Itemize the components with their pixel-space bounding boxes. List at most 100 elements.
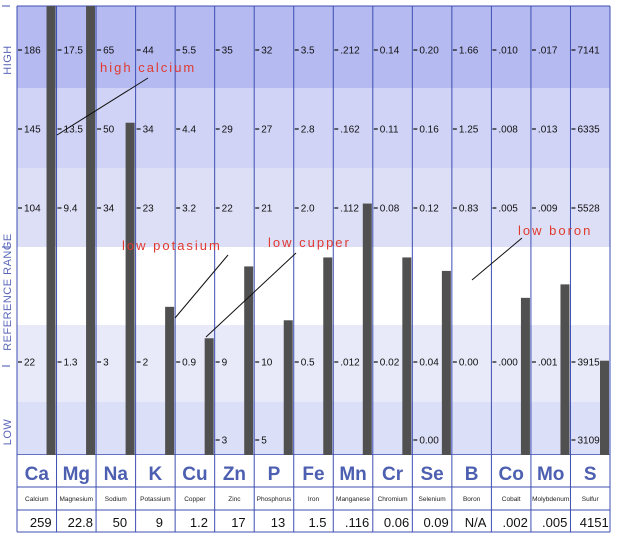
element-symbol: Na bbox=[104, 464, 129, 485]
tick-label: .010 bbox=[498, 46, 518, 57]
band-1 bbox=[17, 88, 610, 168]
tick-label: 3 bbox=[103, 358, 109, 369]
element-symbol: B bbox=[465, 464, 479, 485]
element-name: Sodium bbox=[105, 496, 127, 503]
annotation-line bbox=[56, 77, 149, 136]
tick-label: 3 bbox=[222, 436, 228, 447]
bar-cu bbox=[204, 338, 214, 455]
tick-label: .112 bbox=[340, 204, 359, 215]
element-value: .116 bbox=[345, 515, 369, 530]
bar-ca bbox=[46, 6, 56, 455]
tick-label: 34 bbox=[143, 125, 155, 136]
side-label-low: LOW bbox=[2, 419, 14, 446]
bar-fe bbox=[323, 257, 333, 455]
tick-label: 3.2 bbox=[182, 204, 196, 215]
tick-label: 1.25 bbox=[459, 125, 479, 136]
bar-zn bbox=[244, 266, 254, 455]
element-name: Potassium bbox=[140, 496, 170, 503]
element-value: 17 bbox=[231, 515, 245, 530]
element-name: Selenium bbox=[419, 496, 446, 503]
tick-label: 0.12 bbox=[419, 204, 439, 215]
element-symbol: Cu bbox=[182, 464, 207, 485]
element-value: 13 bbox=[271, 515, 285, 530]
side-label-high: HIGH bbox=[2, 45, 14, 75]
tick-label: 0.20 bbox=[419, 46, 439, 57]
element-symbol: P bbox=[268, 464, 281, 485]
bar-cr bbox=[402, 257, 412, 455]
element-name: Calcium bbox=[25, 496, 48, 503]
tick-label: 0.04 bbox=[419, 358, 439, 369]
element-value: 9 bbox=[156, 515, 163, 530]
element-symbol: S bbox=[584, 464, 597, 485]
element-name: Sulfur bbox=[582, 496, 600, 503]
tick-label: .008 bbox=[498, 125, 518, 136]
band-2 bbox=[17, 168, 610, 247]
annotation-line bbox=[174, 254, 229, 319]
side-labels: HIGH REFERENCE RANGE LOW bbox=[2, 45, 14, 445]
tick-label: .001 bbox=[538, 358, 558, 369]
tick-label: 104 bbox=[24, 204, 41, 215]
tick-label: .212 bbox=[340, 46, 360, 57]
tick-label: 9.4 bbox=[64, 204, 78, 215]
tick-label: 9 bbox=[222, 358, 228, 369]
element-name: Cobalt bbox=[502, 496, 521, 503]
tick-label: 22 bbox=[24, 358, 36, 369]
tick-label: .000 bbox=[498, 358, 518, 369]
element-value: 0.06 bbox=[384, 515, 409, 530]
tick-label: .162 bbox=[340, 125, 360, 136]
element-name: Phosphorus bbox=[257, 496, 292, 503]
tick-label: 1.3 bbox=[64, 358, 78, 369]
tick-label: 21 bbox=[261, 204, 273, 215]
element-symbol: Mn bbox=[339, 464, 366, 485]
tick-label: 0.16 bbox=[419, 125, 439, 136]
tick-label: 27 bbox=[261, 125, 273, 136]
tick-label: 50 bbox=[103, 125, 115, 136]
tick-label: 34 bbox=[103, 204, 115, 215]
element-value: 4151 bbox=[580, 515, 609, 530]
element-symbol: Zn bbox=[223, 464, 246, 485]
band-top-overlay bbox=[17, 6, 610, 247]
tick-label: 23 bbox=[143, 204, 155, 215]
element-name: Manganese bbox=[336, 496, 370, 503]
annotation-label: low potasium bbox=[122, 238, 222, 253]
tick-label: 2.0 bbox=[301, 204, 315, 215]
tick-label: 0.08 bbox=[380, 204, 400, 215]
element-symbol: Fe bbox=[302, 464, 324, 485]
bar-se bbox=[441, 270, 451, 455]
bars bbox=[46, 6, 609, 456]
band-3 bbox=[17, 247, 610, 325]
tick-label: .013 bbox=[538, 125, 558, 136]
tick-label: 35 bbox=[222, 46, 234, 57]
tick-label: .009 bbox=[538, 204, 558, 215]
element-symbol: Mg bbox=[63, 464, 90, 485]
tick-label: 32 bbox=[261, 46, 273, 57]
tick-label: 0.9 bbox=[182, 358, 196, 369]
tick-label: 5 bbox=[261, 436, 267, 447]
tick-label: 3915 bbox=[577, 358, 600, 369]
tick-label: .012 bbox=[340, 358, 360, 369]
bar-mn bbox=[362, 203, 372, 455]
tick-label: 145 bbox=[24, 125, 41, 136]
tick-label: 17.5 bbox=[64, 46, 84, 57]
tick-label: 22 bbox=[222, 204, 234, 215]
tick-label: 2 bbox=[143, 358, 149, 369]
tick-label: 0.00 bbox=[419, 436, 439, 447]
band-0 bbox=[17, 6, 610, 88]
element-symbol: Cr bbox=[382, 464, 404, 485]
tick-label: 0.14 bbox=[380, 46, 400, 57]
tick-label: 0.11 bbox=[380, 125, 399, 136]
element-value: 1.5 bbox=[308, 515, 326, 530]
element-name: Molybdenum bbox=[532, 496, 569, 503]
annotation-label: high calcium bbox=[100, 60, 196, 75]
element-value: .005 bbox=[542, 515, 567, 530]
tick-label: 5.5 bbox=[182, 46, 196, 57]
tick-label: 186 bbox=[24, 46, 41, 57]
tick-label: .017 bbox=[538, 46, 558, 57]
annotation-line bbox=[205, 252, 297, 338]
tick-label: 13.5 bbox=[64, 125, 84, 136]
annotation-label: low cupper bbox=[268, 235, 351, 250]
element-name: Chromium bbox=[378, 496, 408, 503]
tick-labels: 1861451042217.513.59.41.3655034344342325… bbox=[18, 46, 600, 447]
element-value: 1.2 bbox=[190, 515, 208, 530]
